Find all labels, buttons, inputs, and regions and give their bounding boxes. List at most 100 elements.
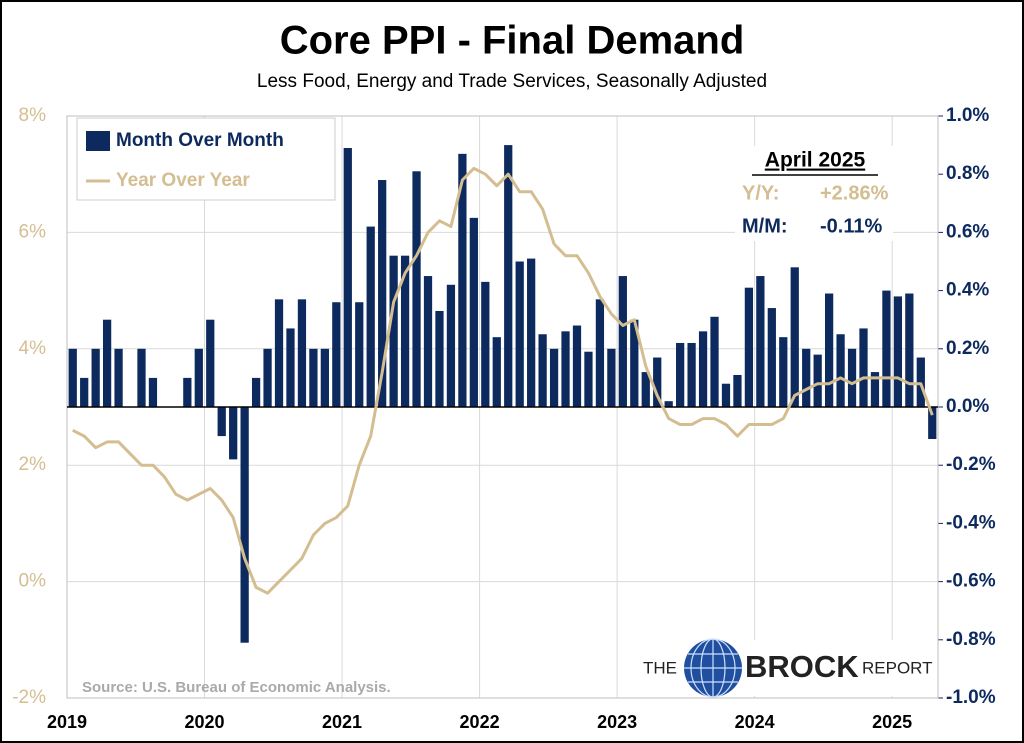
bar: [102, 319, 112, 407]
bar: [446, 284, 456, 407]
y2-tick-label: 0.6%: [946, 221, 989, 242]
annotation-value: -0.11%: [820, 215, 882, 237]
y2-tick-label: 0.8%: [946, 163, 989, 184]
bar: [847, 348, 857, 407]
y-tick-label: -2%: [12, 687, 46, 708]
y2-tick-label: -0.8%: [946, 629, 996, 650]
y-tick-label: 8%: [19, 105, 47, 126]
x-tick-label: 2021: [322, 712, 362, 732]
chart-title: Core PPI - Final Demand: [280, 19, 745, 63]
bar: [68, 348, 77, 407]
annotation-title: April 2025: [765, 149, 866, 172]
bar: [721, 383, 731, 407]
annotation-value: +2.86%: [820, 182, 889, 204]
logo-globe-lines: [684, 638, 742, 698]
x-tick-label: 2023: [597, 712, 637, 732]
bar: [343, 148, 352, 407]
bar: [618, 276, 627, 407]
bar: [412, 171, 421, 407]
annotation-label: Y/Y:: [742, 182, 779, 204]
bar: [595, 299, 605, 407]
bar: [561, 331, 570, 407]
bar: [893, 296, 903, 407]
bar: [240, 407, 249, 643]
logo-text: REPORT: [862, 658, 933, 677]
y2-tick-label: 0.0%: [946, 396, 989, 417]
bar: [458, 153, 467, 407]
bar: [194, 348, 203, 407]
bar: [664, 401, 673, 407]
x-tick-label: 2025: [872, 712, 912, 732]
y2-tick-label: 0.2%: [946, 338, 989, 359]
bar: [492, 337, 501, 407]
bar: [91, 348, 100, 407]
y-tick-label: 0%: [19, 571, 47, 592]
bar: [824, 293, 834, 407]
x-tick-label: 2019: [47, 712, 87, 732]
y2-tick-label: -0.2%: [946, 454, 996, 475]
y2-tick-label: 0.4%: [946, 280, 989, 301]
bar: [744, 287, 754, 407]
bar: [114, 348, 123, 407]
bar: [148, 377, 158, 407]
chart-subtitle: Less Food, Energy and Trade Services, Se…: [257, 71, 767, 92]
bar: [790, 267, 799, 407]
bar: [504, 145, 513, 407]
line: [72, 166, 934, 595]
bar: [710, 316, 719, 407]
bar: [366, 226, 375, 407]
bar: [698, 331, 708, 407]
x-tick-label: 2022: [460, 712, 500, 732]
bar: [400, 255, 410, 407]
source: Source: U.S. Bureau of Economic Analysis…: [82, 679, 391, 696]
annotation-label: M/M:: [742, 215, 788, 237]
bar: [320, 348, 329, 407]
bar: [389, 255, 398, 407]
bar: [274, 299, 284, 407]
bar: [309, 348, 318, 407]
bar: [332, 302, 341, 407]
bar: [515, 261, 524, 407]
y-tick-label: 6%: [19, 221, 47, 242]
legend-box: [76, 117, 336, 201]
bar: [137, 348, 146, 407]
bar: [607, 348, 616, 407]
bar: [676, 342, 685, 407]
annotation-box: [735, 146, 893, 241]
logo: THE BROCK REPORT: [636, 638, 933, 698]
bar: [767, 308, 776, 407]
annotation: April 2025 Y/Y: +2.86% M/M: -0.11%: [735, 146, 893, 241]
bar: [779, 337, 788, 407]
bar: [859, 328, 868, 407]
logo-text: BROCK: [745, 649, 859, 684]
marks: [67, 145, 938, 643]
bar: [538, 334, 547, 407]
bar: [905, 293, 914, 407]
bar: [251, 377, 261, 407]
y2-tick-label: 1.0%: [946, 105, 989, 126]
bar: [572, 325, 582, 407]
y2-tick-label: -0.4%: [946, 512, 996, 533]
bar: [481, 281, 490, 407]
legend-label: Month Over Month: [116, 130, 284, 151]
y-tick-label: 2%: [19, 454, 47, 475]
y2-tick-label: -1.0%: [946, 687, 996, 708]
bar: [882, 290, 891, 407]
legend: Month Over Month Year Over Year: [76, 117, 336, 201]
bar: [630, 319, 639, 407]
legend-swatch: [86, 131, 110, 151]
bar: [435, 310, 444, 407]
bar: [217, 407, 226, 437]
bar: [229, 407, 238, 460]
bar: [870, 372, 880, 407]
bar: [423, 276, 433, 407]
bar: [549, 348, 559, 407]
bar: [297, 299, 307, 407]
bar: [469, 217, 478, 407]
bar: [641, 372, 650, 407]
y-tick-label: 4%: [19, 338, 47, 359]
bar: [355, 302, 364, 407]
bar: [653, 357, 662, 407]
